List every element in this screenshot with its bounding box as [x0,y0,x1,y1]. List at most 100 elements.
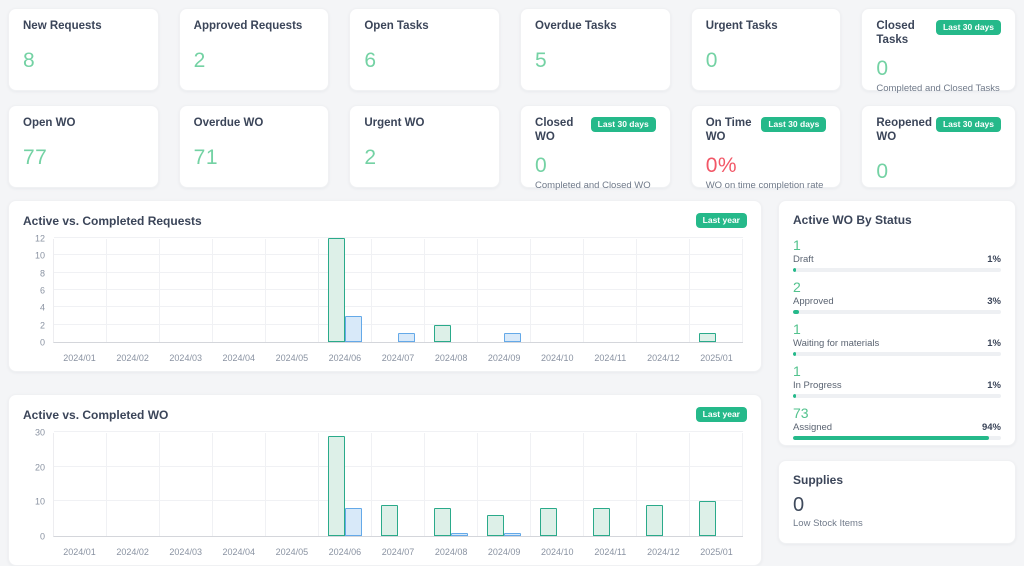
kpi-card-urgent-wo[interactable]: Urgent WO 2 [349,105,501,188]
time-range-badge: Last 30 days [935,20,1001,36]
kpi-card-new-requests[interactable]: New Requests 8 [8,8,159,91]
kpi-card-closed-tasks[interactable]: Closed Tasks Last 30 days 0 Completed and C… [861,8,1016,94]
kpi-title: Approved Requests [193,20,303,32]
y-tick-label: 30 [34,427,45,438]
status-label: Draft [793,254,814,266]
kpi-card-on-time-wo[interactable]: On Time WO Last 30 days 0% WO on time compl… [690,105,842,191]
bar-group [478,239,530,343]
kpi-card-header: Open Tasks [364,20,485,34]
status-item-approved[interactable]: 2 Approved 3% [793,279,1001,315]
x-tick-label: 2024/04 [222,547,256,558]
x-tick-label: 2024/02 [116,353,149,364]
status-item-waiting-for-materials[interactable]: 1 Waiting for materials 1% [793,321,1001,357]
category-slot-2024-10 [531,239,584,343]
chart-title: Active vs. Completed Requests [23,213,202,228]
status-label: Waiting for materials [793,338,880,350]
kpi-value: 2 [193,48,206,72]
kpi-value: 0% [705,153,738,177]
progress-track [793,352,1001,357]
x-tick-label: 2024/09 [487,353,521,364]
kpi-value: 0 [876,159,889,183]
x-tick-label: 2024/11 [594,353,627,364]
category-slot-2024-12 [637,239,690,343]
status-count: 1 [793,363,801,380]
supplies-value: 0 [793,494,805,516]
kpi-card-open-wo[interactable]: Open WO 77 [8,105,159,188]
y-tick-label: 10 [34,496,45,507]
kpi-card-overdue-tasks[interactable]: Overdue Tasks 5 [520,8,671,91]
completed-bar [451,532,468,537]
category-slot-2024-06 [319,433,372,537]
completed-bar [504,333,521,343]
kpi-subtitle: WO on time completion rate [705,179,824,191]
gridline [54,465,743,467]
kpi-subtitle: Completed and Closed WO [535,179,651,191]
kpi-card-header: Urgent Tasks [706,20,827,34]
supplies-card[interactable]: Supplies 0 Low Stock Items [778,460,1016,544]
active-bar [328,238,345,343]
kpi-value: 2 [364,145,377,169]
category-slot-2024-03 [160,433,213,537]
kpi-card-header: Closed WO Last 30 days [535,117,656,145]
bar-group [372,433,424,537]
bar-group [531,433,583,537]
kpi-value: 0 [876,56,889,80]
kpi-card-overdue-wo[interactable]: Overdue WO 71 [178,105,330,188]
status-item-in-progress[interactable]: 1 In Progress 1% [793,363,1001,399]
kpi-card-closed-wo[interactable]: Closed WO Last 30 days 0 Completed and Clos… [520,105,671,191]
category-slot-2024-02 [107,239,160,343]
kpi-subtitle: Completed and Closed Tasks [876,82,1000,94]
completed-bar [398,333,415,343]
completed-bar [345,316,362,343]
bar-group [637,239,689,342]
x-tick-label: 2024/11 [594,547,627,558]
y-tick-label: 10 [34,250,45,261]
kpi-title: Closed Tasks [876,20,915,46]
kpi-title: Reopened WO [876,117,932,143]
status-label-row: In Progress 1% [793,380,1001,391]
x-tick-label: 2025/01 [700,547,733,558]
wo-status-list: 1 Draft 1% 2 Approved 3% 1 Waiting for material… [793,237,1001,441]
bar-group [107,239,159,342]
status-item-draft[interactable]: 1 Draft 1% [793,237,1001,273]
status-count: 1 [793,237,801,253]
active-bar [328,435,345,537]
kpi-value: 6 [364,48,377,72]
category-slot-2024-03 [160,239,213,343]
bar-group [425,239,477,343]
x-axis-labels: 2024/01 2024/02 2024/03 2024/04 2024/05 2024/… [53,347,743,363]
gridline [54,271,743,273]
kpi-card-urgent-tasks[interactable]: Urgent Tasks 0 [690,8,842,91]
bar-group [637,433,689,537]
x-tick-label: 2024/08 [434,547,468,558]
status-percent: 3% [987,296,1001,308]
kpi-card-approved-requests[interactable]: Approved Requests 2 [178,8,330,91]
bar-group [107,433,159,536]
kpi-card-open-tasks[interactable]: Open Tasks 6 [349,8,501,91]
chart-title: Active vs. Completed WO [23,407,169,422]
plot-grid [53,431,743,538]
category-slot-2024-09 [478,239,531,343]
status-item-assigned[interactable]: 73 Assigned 94% [793,405,1001,441]
kpi-title: Overdue Tasks [535,20,617,32]
kpi-grid: New Requests 8 Approved Requests 2 Open Task… [8,8,1016,191]
active-bar [699,333,716,343]
progress-track [793,268,1001,273]
category-slot-2024-04 [213,433,266,537]
x-tick-label: 2024/01 [63,547,96,558]
x-tick-label: 2024/06 [328,547,362,558]
category-slot-2025-01 [690,239,743,343]
category-slot-2024-10 [531,433,584,537]
x-tick-label: 2024/09 [487,547,521,558]
chart-header: Active vs. Completed Requests Last year [23,213,747,229]
category-slots [54,238,743,343]
category-slot-2024-11 [584,239,637,343]
kpi-card-header: Open WO [23,117,144,131]
x-tick-label: 2025/01 [700,353,733,364]
kpi-card-reopened-wo[interactable]: Reopened WO Last 30 days 0 [861,105,1016,188]
status-label: In Progress [793,380,842,392]
plot-area: 0 2 4 6 8 10 12 2024/01 2024/02 2024/03 2024/04 202… [23,234,747,363]
x-tick-label: 2024/03 [169,353,202,364]
y-axis-labels: 0 10 20 30 [23,428,49,541]
